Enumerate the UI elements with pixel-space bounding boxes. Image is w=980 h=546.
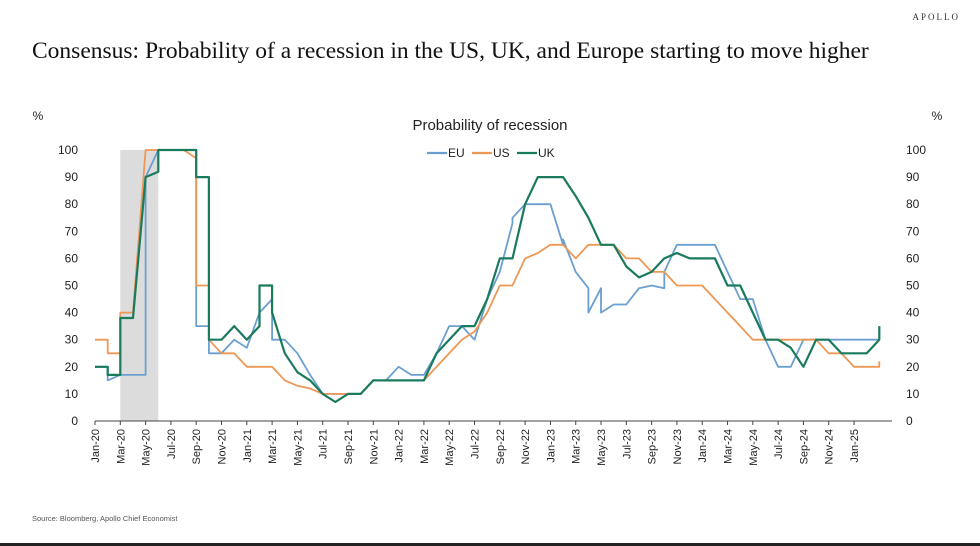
y-tick-label-right: 80 [906,197,920,211]
series-line-us [95,149,881,395]
x-tick-label: Jul-20 [166,429,178,459]
y-tick-label-left: 30 [65,333,79,347]
y-tick-label-right: 70 [906,224,920,238]
y-tick-label-right: 10 [906,387,920,401]
y-tick-label-right: 30 [906,333,920,347]
y-tick-label-left: 20 [65,360,79,374]
series-line-uk [95,148,881,404]
x-tick-label: Nov-20 [217,429,229,464]
y-tick-label-right: 100 [906,143,926,157]
y-tick-label-left: 90 [65,170,79,184]
x-tick-label: Sep-20 [191,429,203,464]
x-tick-label: Mar-23 [571,429,583,464]
x-tick-label: Mar-24 [723,429,735,464]
y-tick-label-left: 60 [65,251,79,265]
x-tick-label: Jan-25 [849,429,861,463]
right-axis-unit: % [932,109,943,123]
x-tick-label: Jan-21 [242,429,254,463]
x-tick-label: Nov-24 [824,429,836,464]
x-tick-label: Sep-24 [798,429,810,464]
x-tick-label: Nov-23 [672,429,684,464]
y-tick-label-right: 50 [906,279,920,293]
y-tick-label-right: 90 [906,170,920,184]
x-tick-label: May-23 [596,429,608,466]
series-line-eu [95,149,880,395]
x-tick-label: Jan-24 [697,429,709,463]
x-tick-label: Jan-23 [545,429,557,463]
bottom-divider [0,543,980,546]
x-tick-label: Jul-24 [773,429,785,459]
chart-title: Probability of recession [412,117,567,134]
x-tick-label: Jul-21 [318,429,330,459]
x-tick-label: Sep-21 [343,429,355,464]
brand-logo: APOLLO [912,12,960,22]
x-tick-label: Jan-20 [90,429,102,463]
y-tick-label-right: 0 [906,414,913,428]
x-tick-label: Nov-22 [520,429,532,464]
y-tick-label-left: 50 [65,279,79,293]
x-tick-label: Jul-23 [621,429,633,459]
x-tick-label: May-21 [292,429,304,466]
y-tick-label-right: 40 [906,306,920,320]
legend-label-uk: UK [538,146,555,160]
y-tick-label-left: 70 [65,224,79,238]
x-tick-label: Sep-22 [495,429,507,464]
x-tick-label: Jul-22 [470,429,482,459]
source-note: Source: Bloomberg, Apollo Chief Economis… [32,514,178,523]
left-axis-unit: % [33,109,44,123]
y-tick-label-left: 0 [71,414,78,428]
legend-label-eu: EU [448,146,465,160]
y-tick-label-left: 10 [65,387,79,401]
y-tick-label-left: 100 [58,143,78,157]
x-tick-label: Mar-20 [115,429,127,464]
x-tick-label: May-20 [141,429,153,466]
x-tick-label: May-24 [748,429,760,466]
legend-label-us: US [493,146,510,160]
recession-band [120,150,159,421]
x-tick-label: Mar-22 [419,429,431,464]
x-tick-label: Mar-21 [267,429,279,464]
y-tick-label-right: 20 [906,360,920,374]
x-tick-label: Jan-22 [394,429,406,463]
x-tick-label: May-22 [444,429,456,466]
y-tick-label-left: 80 [65,197,79,211]
y-tick-label-left: 40 [65,306,79,320]
x-tick-label: Sep-23 [647,429,659,464]
y-tick-label-right: 60 [906,251,920,265]
page-title: Consensus: Probability of a recession in… [32,38,869,64]
x-tick-label: Nov-21 [368,429,380,464]
